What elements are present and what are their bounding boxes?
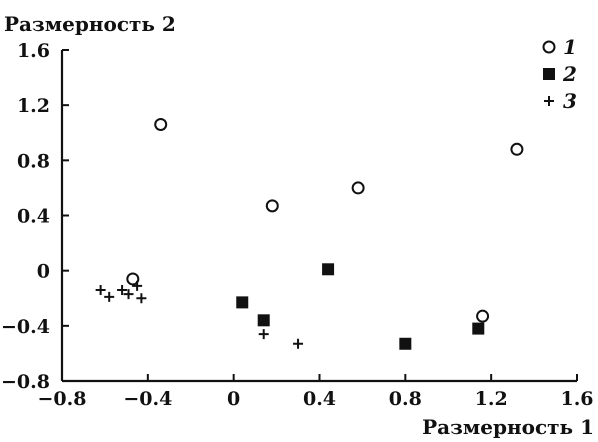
- y-tick-label: 0.8: [17, 150, 50, 172]
- y-tick-label: −0.4: [1, 316, 50, 338]
- y-tick-label: 1.2: [17, 95, 50, 117]
- x-tick-label: 0: [227, 388, 240, 410]
- data-points: [95, 117, 524, 350]
- y-axis-title: Размерность 2: [4, 12, 176, 36]
- x-tick-label: 0.4: [303, 388, 336, 410]
- series-2-point: [472, 322, 485, 335]
- series-1-point: [265, 199, 279, 213]
- series-1-point: [126, 272, 140, 286]
- series-3-point: [117, 284, 128, 295]
- series-3-point: [104, 291, 115, 302]
- legend-label-3: 3: [563, 89, 577, 113]
- legend-marker-3: [544, 96, 554, 106]
- series-3-point: [293, 338, 304, 349]
- legend-marker-1: [542, 40, 556, 54]
- series-1-point: [476, 309, 490, 323]
- legend: 1 2 3: [542, 35, 577, 113]
- legend-label-2: 2: [562, 62, 577, 86]
- legend-label-1: 1: [563, 35, 577, 59]
- series-1-point: [510, 142, 524, 156]
- y-tick-label: −0.8: [1, 371, 50, 393]
- y-tick-label: 0: [37, 261, 50, 283]
- series-3-point: [132, 280, 143, 291]
- axes: 1.6 1.2 0.8 0.4 0 −0.4 −0.8−0.8 −0.4 0 0.4 0.8 1.2 1…: [1, 40, 594, 410]
- x-tick-label: 0.8: [389, 388, 422, 410]
- series-2-point: [322, 263, 335, 276]
- series-1-point: [154, 117, 168, 131]
- x-axis-title: Размерность 1: [422, 415, 594, 439]
- y-tick-label: 1.6: [17, 40, 50, 62]
- series-3-point: [258, 329, 269, 340]
- x-tick-label: 1.6: [560, 388, 593, 410]
- series-3-point: [136, 293, 147, 304]
- legend-marker-2: [543, 68, 555, 80]
- x-tick-label: −0.8: [38, 388, 87, 410]
- x-tick-label: 1.2: [475, 388, 508, 410]
- series-2-point: [236, 296, 249, 309]
- series-2-point: [399, 337, 412, 350]
- series-2-point: [257, 314, 270, 327]
- series-3-point: [123, 289, 134, 300]
- series-1-point: [351, 181, 365, 195]
- y-tick-label: 0.4: [17, 206, 50, 228]
- series-3-point: [95, 284, 106, 295]
- x-tick-label: −0.4: [123, 388, 172, 410]
